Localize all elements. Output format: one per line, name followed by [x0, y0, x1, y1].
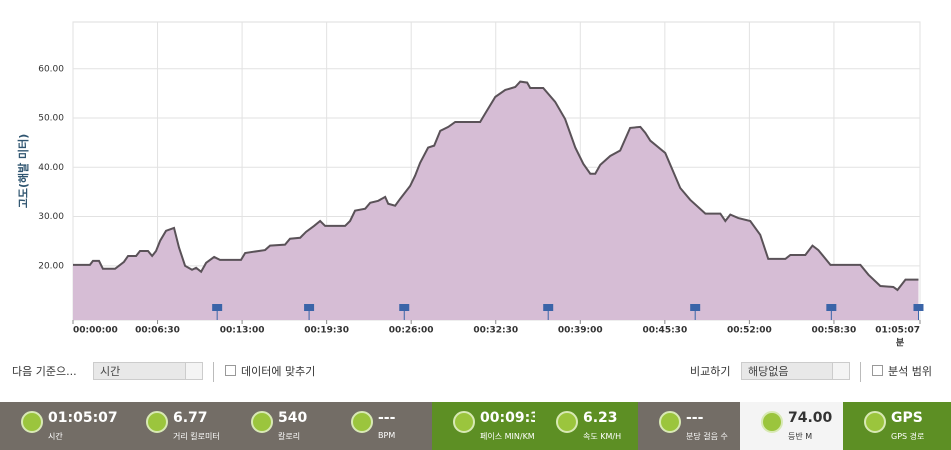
lap-marker	[399, 304, 410, 311]
elevation-line	[73, 80, 919, 292]
x-tick-label: 00:45:30	[642, 326, 687, 336]
x-tick-label: 00:32:30	[473, 326, 518, 336]
separator	[860, 362, 861, 382]
x-tick-label: 00:00:00	[73, 326, 118, 336]
fit-checkbox-label: 데이터에 맞추기	[241, 365, 316, 378]
y-tick-label: 50.00	[38, 114, 64, 124]
stat-icon	[659, 411, 681, 433]
y-tick-label: 60.00	[38, 64, 64, 74]
y-tick-label: 20.00	[38, 261, 64, 271]
stat-value: GPS	[891, 410, 923, 426]
stat-label: 분당 걸음 수	[686, 432, 728, 441]
x-tick-label: 00:19:30	[304, 326, 349, 336]
stat-tile[interactable]: 6.77 거리 킬로미터	[125, 402, 230, 450]
stat-label: 속도 KM/H	[583, 432, 622, 441]
stat-icon	[146, 411, 168, 433]
stat-label: 페이스 MIN/KM	[480, 432, 535, 441]
compare-label: 비교하기	[690, 365, 731, 378]
stat-tile[interactable]: GPS GPS 경로	[843, 402, 951, 450]
stat-label: BPM	[378, 431, 396, 440]
stat-icon	[556, 411, 578, 433]
stat-tile[interactable]: 74.00 등반 M	[740, 402, 843, 450]
compare-select[interactable]: 해당없음	[741, 362, 850, 380]
x-tick-label: 00:26:00	[389, 326, 434, 336]
checkbox[interactable]	[872, 365, 883, 376]
stat-icon	[761, 411, 783, 433]
lap-marker	[913, 304, 924, 311]
stat-tile[interactable]: 540 칼로리	[230, 402, 330, 450]
range-checkbox[interactable]: 분석 범위	[872, 362, 932, 382]
lap-marker	[304, 304, 315, 311]
stat-value: 74.00	[788, 410, 833, 426]
stat-tile[interactable]: --- BPM	[330, 402, 432, 450]
stat-label: GPS 경로	[891, 432, 925, 441]
stat-tile[interactable]: --- 분당 걸음 수	[638, 402, 740, 450]
stat-tile[interactable]: 01:05:07 시간	[0, 402, 125, 450]
x-tick-label: 00:52:00	[727, 326, 772, 336]
stat-tile[interactable]: 00:09:38 페이스 MIN/KM	[432, 402, 550, 450]
sort-select[interactable]: 시간	[93, 362, 203, 380]
lap-marker	[543, 304, 554, 311]
x-tick-label: 00:06:30	[135, 326, 180, 336]
stat-icon	[453, 411, 475, 433]
y-tick-label: 40.00	[38, 163, 64, 173]
stat-value: 540	[278, 410, 308, 426]
stat-label: 거리 킬로미터	[173, 432, 220, 441]
sort-label: 다음 기준으...	[12, 365, 77, 378]
stat-icon	[251, 411, 273, 433]
y-tick-label: 30.00	[38, 212, 64, 222]
lap-marker	[212, 304, 223, 311]
range-checkbox-label: 분석 범위	[888, 365, 932, 378]
stat-label: 칼로리	[278, 432, 301, 441]
stat-tile[interactable]: 6.23 속도 KM/H	[535, 402, 638, 450]
x-tick-label: 00:13:00	[220, 326, 265, 336]
y-axis-label: 고도(해발 미터)	[16, 134, 30, 209]
stat-value: 6.23	[583, 410, 618, 426]
separator	[213, 362, 214, 382]
stat-value: ---	[378, 410, 396, 426]
chart: 고도(해발 미터) 분 20.00 30.00 40.00 50.00 60.00 00:…	[16, 21, 924, 349]
x-axis-unit: 분	[896, 338, 904, 349]
elevation-area	[73, 81, 919, 320]
x-tick-label: 01:05:07	[875, 326, 920, 336]
stat-label: 등반 M	[788, 432, 813, 441]
fit-checkbox[interactable]: 데이터에 맞추기	[225, 362, 315, 382]
checkbox[interactable]	[225, 365, 236, 376]
stat-label: 시간	[48, 432, 63, 441]
stat-value: 00:09:38	[480, 410, 550, 426]
stat-icon	[864, 411, 886, 433]
x-tick-label: 00:39:00	[558, 326, 603, 336]
stat-value: 6.77	[173, 410, 208, 426]
stat-value: ---	[686, 410, 704, 426]
lap-marker	[826, 304, 837, 311]
stat-icon	[21, 411, 43, 433]
stat-value: 01:05:07	[48, 410, 118, 426]
stats-bar: 01:05:07 시간 6.77 거리 킬로미터 540 칼로리 --- BPM 00:09:3…	[0, 402, 951, 450]
stat-icon	[351, 411, 373, 433]
lap-marker	[690, 304, 701, 311]
x-tick-label: 00:58:30	[812, 326, 857, 336]
